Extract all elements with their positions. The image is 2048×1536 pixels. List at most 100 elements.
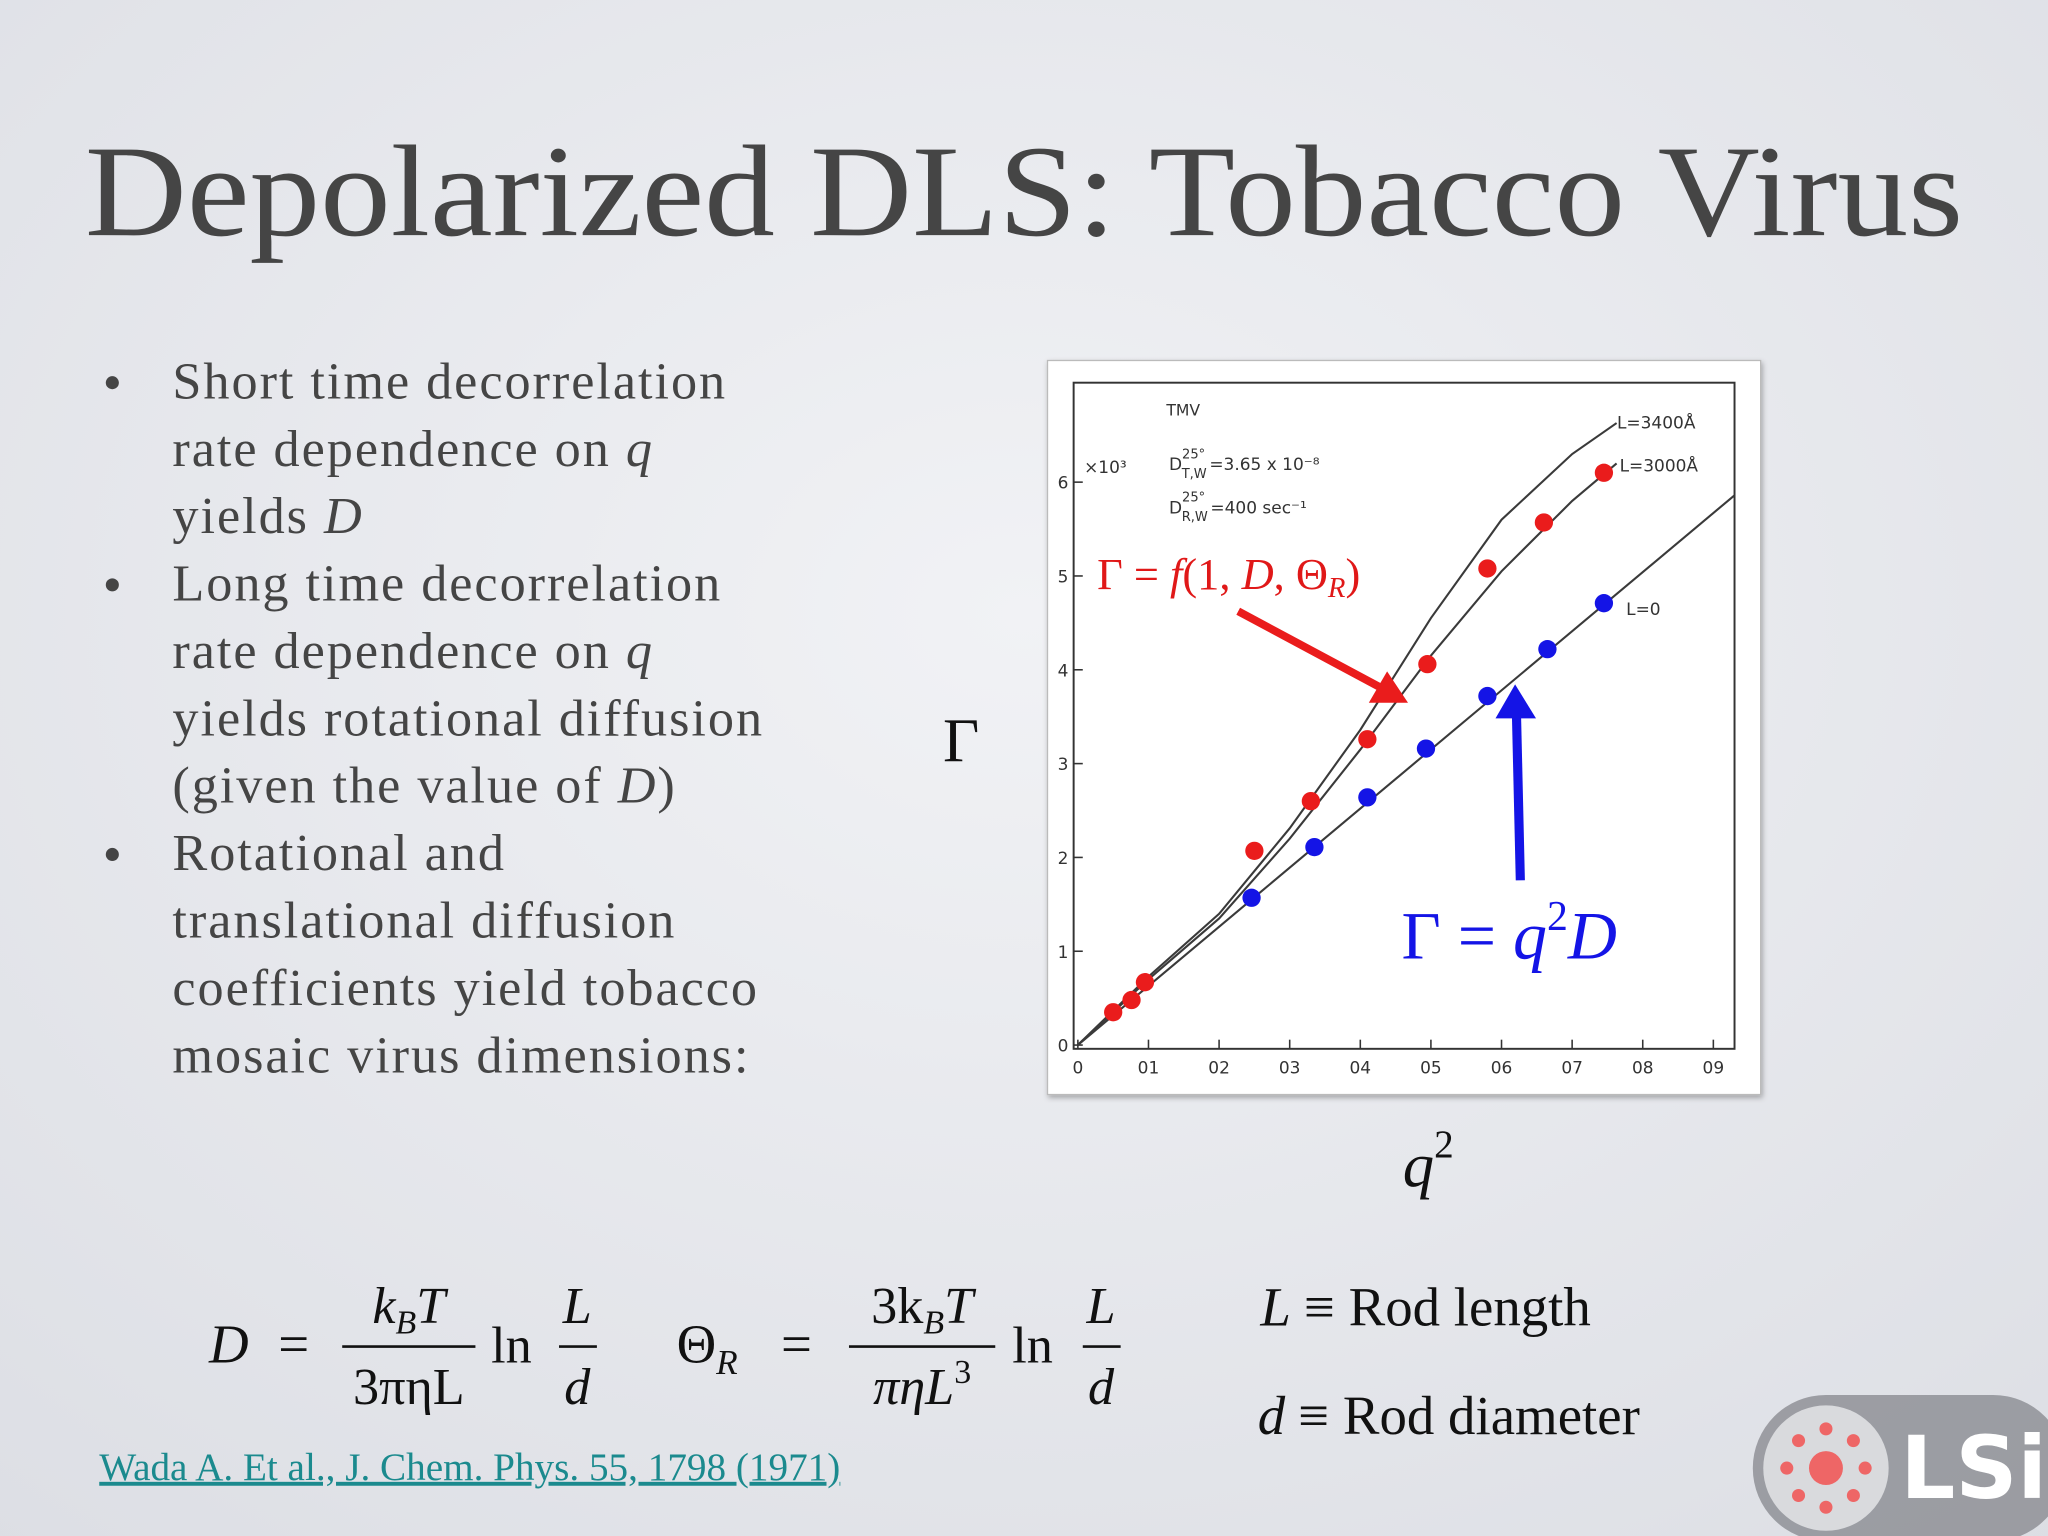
- formula-lhs: ΘR: [677, 1313, 738, 1382]
- x-tick-label: 08: [1632, 1059, 1654, 1079]
- bullet-text: q: [626, 420, 654, 478]
- definition: L ≡ Rod length: [1259, 1277, 1590, 1338]
- formula-part: 3k: [871, 1277, 924, 1335]
- formula-theta: ΘR = 3kBT πηL3 ln L d: [677, 1277, 1121, 1416]
- formula-part: q: [1513, 898, 1547, 974]
- constant-sup: 25°: [1182, 447, 1205, 462]
- bullet-dot: [105, 847, 119, 861]
- bullet-text: translational diffusion: [172, 892, 676, 950]
- y-tick-label: 2: [1058, 849, 1069, 869]
- formula-part: D: [1567, 898, 1617, 974]
- logo: LSi: [1752, 1394, 2048, 1536]
- formula-part: B: [923, 1305, 944, 1342]
- formula-part: Γ =: [1097, 549, 1170, 599]
- data-point: [1122, 990, 1141, 1010]
- bullet-text: ): [657, 757, 676, 815]
- y-tick-label: 5: [1058, 567, 1069, 587]
- formula-part: B: [396, 1305, 417, 1342]
- data-point: [1301, 791, 1321, 811]
- sample-label: TMV: [1165, 400, 1200, 419]
- curve: [1077, 422, 1618, 1046]
- plot-frame: [1072, 381, 1736, 1050]
- formula-ln: ln: [491, 1316, 532, 1374]
- bullet-dot: [105, 376, 119, 390]
- bullet-text: mosaic virus dimensions:: [172, 1026, 750, 1084]
- citation-link[interactable]: Wada A. Et al., J. Chem. Phys. 55, 1798 …: [99, 1446, 840, 1489]
- formula-eq: =: [781, 1313, 812, 1374]
- x-axis-label: q2: [1403, 1123, 1454, 1200]
- x-tick-label: 04: [1350, 1059, 1372, 1079]
- bullet-line: yields rotational diffusion: [172, 689, 764, 747]
- formula-part: (1,: [1182, 549, 1241, 599]
- bullet-line: translational diffusion: [172, 892, 676, 950]
- data-point: [1418, 655, 1437, 674]
- formula-denominator: 3πηL: [353, 1358, 465, 1416]
- data-point: [1104, 1003, 1123, 1022]
- data-point: [1416, 739, 1436, 758]
- formula-part: D: [1241, 549, 1274, 599]
- data-point: [1358, 730, 1377, 749]
- bullet-line: Long time decorrelation: [172, 555, 722, 613]
- formula-part: ): [1345, 549, 1360, 599]
- data-point: [1594, 594, 1614, 613]
- formula-denominator: d: [564, 1358, 591, 1416]
- formula-numerator: kBT: [372, 1277, 449, 1341]
- logo-text: LSi: [1900, 1419, 2047, 1519]
- data-point: [1242, 888, 1261, 907]
- bullet-text: rate dependence on: [172, 420, 625, 478]
- formula-d: D = kBT 3πηL ln L d: [208, 1277, 597, 1416]
- formula-part: 3: [954, 1354, 971, 1391]
- data-point: [1245, 841, 1264, 860]
- definition-symbol: d: [1258, 1385, 1286, 1446]
- formula-part: T: [944, 1277, 977, 1335]
- formula-numerator: L: [1086, 1277, 1116, 1335]
- bullet-text: D: [323, 487, 364, 545]
- y-tick-label: 4: [1058, 661, 1069, 681]
- bullet-line: Short time decorrelation: [172, 352, 727, 410]
- x-tick-label: 01: [1138, 1059, 1160, 1079]
- constant-symbol: D: [1169, 498, 1182, 518]
- formula-part: R: [1327, 572, 1346, 604]
- curve: [1077, 494, 1736, 1046]
- formula-eq: =: [278, 1313, 309, 1374]
- formula-denominator: πηL3: [873, 1354, 971, 1416]
- y-tick-label: 1: [1058, 943, 1069, 963]
- formula-part: Θ: [677, 1313, 717, 1374]
- curve-label: L=0: [1626, 600, 1660, 620]
- formula-ln: ln: [1012, 1316, 1053, 1374]
- blue-arrow: [1495, 684, 1536, 881]
- data-point: [1534, 513, 1554, 532]
- data-point: [1594, 463, 1614, 482]
- formula-part: T: [416, 1277, 449, 1335]
- bullet-line: yields D: [172, 487, 363, 545]
- x-tick-label: 09: [1703, 1059, 1725, 1079]
- y-axis-label: Γ: [943, 705, 979, 775]
- definition-text: ≡ Rod length: [1304, 1277, 1591, 1338]
- x-tick-label: 05: [1420, 1059, 1442, 1079]
- definition-symbol: L: [1259, 1277, 1291, 1338]
- bullet-text: q: [626, 622, 654, 680]
- bullet-line: rate dependence on q: [172, 622, 654, 680]
- constant-sup: 25°: [1182, 491, 1205, 506]
- curve-label: L=3400Å: [1617, 411, 1696, 433]
- constant-sub: R,W: [1182, 510, 1208, 525]
- x-tick-label: 02: [1208, 1059, 1230, 1079]
- y-tick-label: 6: [1058, 474, 1069, 494]
- data-point: [1478, 559, 1497, 578]
- blue-formula: Γ = q2D: [1401, 894, 1616, 974]
- formula-lhs: D: [208, 1313, 249, 1374]
- constant-text: =400 sec⁻¹: [1210, 498, 1306, 518]
- constant-label: D25° R,W =400 sec⁻¹: [1169, 491, 1307, 526]
- data-point: [1135, 973, 1155, 992]
- axis-label-part: q: [1403, 1130, 1434, 1200]
- formula-part: R: [715, 1343, 738, 1382]
- red-arrow: [1236, 607, 1408, 703]
- y-multiplier: ×10³: [1084, 458, 1127, 478]
- x-tick-label: 03: [1279, 1059, 1301, 1079]
- formula-part: 2: [1547, 894, 1568, 940]
- curve-label: L=3000Å: [1620, 455, 1699, 477]
- bullet-text: yields rotational diffusion: [172, 689, 764, 747]
